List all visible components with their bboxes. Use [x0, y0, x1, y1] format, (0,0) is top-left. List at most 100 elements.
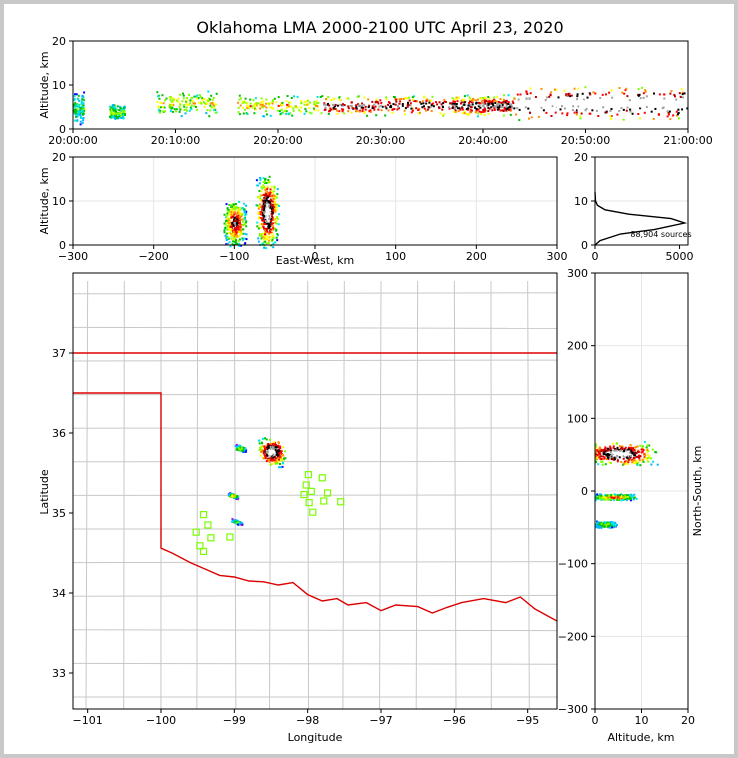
histogram-tick-label: 0 [592, 250, 599, 263]
ew-cell [265, 207, 268, 210]
time-height-cell [451, 103, 454, 106]
time-height-cell [120, 116, 123, 119]
ew-cell [241, 207, 244, 210]
ns-cell [613, 454, 616, 457]
ns-cell [646, 449, 649, 452]
ew-cell [266, 217, 269, 220]
ns-cell [641, 450, 644, 453]
time-height-cell [159, 111, 162, 114]
time-height-cell [393, 96, 396, 99]
ew-gridlines [72, 156, 558, 246]
ew-cell [264, 189, 267, 191]
time-height-cell [81, 122, 84, 125]
time-height-cell [268, 102, 271, 105]
time-height-cell [644, 90, 647, 93]
time-height-cell [552, 102, 555, 105]
time-height-cell [483, 99, 486, 102]
time-height-cell [363, 103, 366, 106]
ns-cell [634, 461, 637, 464]
time-height-cell [209, 109, 212, 112]
time-height-cell [508, 103, 511, 106]
time-height-cell [415, 100, 418, 103]
ew-cell [261, 187, 264, 190]
plan-source [260, 445, 263, 448]
ew-height-ylabel: Altitude, km [38, 167, 51, 234]
time-height-cell [271, 100, 274, 103]
ew-cell [263, 219, 266, 222]
time-height-cell [556, 105, 559, 108]
time-height-cell [501, 109, 504, 112]
ew-cell [227, 217, 230, 220]
time-height-cell [408, 96, 410, 99]
time-height-cell [263, 105, 266, 108]
ew-cell [271, 222, 274, 225]
time-height-cell [315, 100, 318, 103]
time-height-cell [675, 98, 678, 101]
ew-cell [244, 221, 247, 224]
time-height-cell [168, 103, 171, 106]
ew-cell [259, 223, 262, 226]
time-height-cell [209, 102, 212, 105]
time-height-cell [594, 98, 597, 100]
time-height-cell [448, 107, 451, 110]
time-height-cell [509, 109, 512, 112]
time-height-cell [373, 103, 376, 106]
ew-cell [269, 220, 272, 223]
ew-cell [273, 195, 276, 197]
ns-cell [609, 447, 612, 450]
ew-cell [238, 231, 241, 234]
time-height-cell [668, 113, 670, 116]
ew-cell [262, 177, 265, 180]
time-height-cell [402, 97, 405, 100]
time-height-alt-tick-label: 20 [52, 35, 66, 48]
time-height-cell [439, 112, 442, 115]
time-height-cell [557, 103, 560, 106]
time-height-cell [569, 95, 572, 98]
time-height-axes [73, 41, 688, 129]
plan-source [234, 445, 237, 448]
source-count-annotation: 88,904 sources [630, 230, 691, 239]
time-height-cell [607, 103, 610, 106]
ns-cell [616, 460, 619, 463]
time-height-cell [237, 111, 240, 114]
time-height-cell [570, 94, 573, 97]
time-height-cell [601, 105, 604, 107]
time-height-cell [213, 109, 216, 112]
time-height-cell [513, 105, 516, 108]
time-height-cell [239, 104, 242, 107]
time-height-cell [265, 98, 268, 101]
ew-cell [238, 220, 241, 223]
time-height-cell [111, 112, 114, 114]
time-height-cell [272, 107, 275, 110]
plan-source [273, 441, 275, 444]
ew-cell [232, 210, 235, 213]
time-height-cell [385, 107, 388, 110]
ew-cell [275, 205, 277, 208]
time-height-cell [395, 98, 397, 101]
time-height-cell [175, 108, 178, 111]
time-height-cell [307, 99, 309, 102]
ns-cell [625, 449, 628, 452]
time-height-cell [252, 99, 255, 102]
ew-cell [273, 206, 276, 209]
plan-source [231, 495, 234, 498]
ew-cell [233, 238, 236, 241]
ew-cell [266, 191, 269, 193]
station-marker [309, 508, 317, 516]
time-height-cell [499, 98, 502, 101]
time-height-cell [329, 109, 331, 112]
time-height-cell [502, 110, 505, 112]
time-height-cell [83, 99, 86, 102]
time-height-cell [440, 103, 443, 106]
ns-cell [619, 454, 622, 457]
ew-cell [270, 203, 273, 206]
ns-cell [608, 524, 611, 527]
ns-cell [632, 457, 635, 460]
ns-cell [603, 498, 606, 501]
time-height-cell [336, 109, 339, 112]
time-height-cell [579, 115, 582, 118]
ew-cell [276, 239, 279, 242]
ew-cell [226, 225, 229, 227]
time-height-cell [628, 99, 631, 102]
